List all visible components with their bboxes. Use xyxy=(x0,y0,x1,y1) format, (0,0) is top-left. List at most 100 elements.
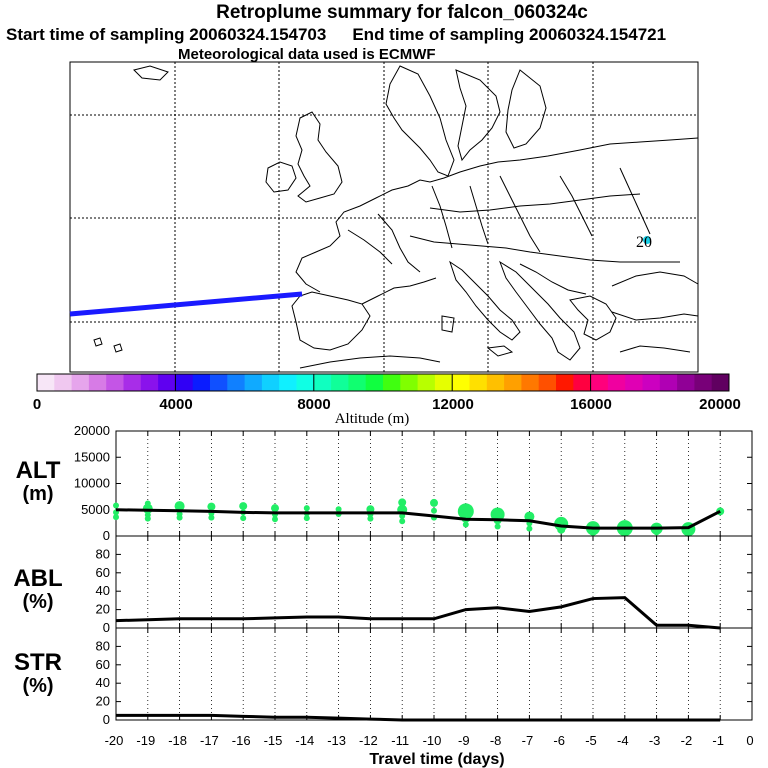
colorbar-swatch xyxy=(123,374,142,391)
y-tick-label: 60 xyxy=(96,657,110,672)
x-tick-label: -13 xyxy=(327,733,346,748)
colorbar-swatch xyxy=(261,374,280,391)
colorbar-swatch xyxy=(244,374,263,391)
x-tick-label: -8 xyxy=(490,733,502,748)
colorbar-swatch xyxy=(71,374,90,391)
colorbar-swatch xyxy=(694,374,713,391)
colorbar-swatch xyxy=(659,374,678,391)
y-tick-label: 15000 xyxy=(74,449,110,464)
colorbar-tick-5: 20000 xyxy=(699,396,741,413)
colorbar-swatch xyxy=(383,374,401,391)
colorbar-swatch xyxy=(158,374,176,391)
colorbar-swatch xyxy=(452,374,470,391)
x-tick-label: -17 xyxy=(200,733,219,748)
y-tick-label: 0 xyxy=(103,712,110,727)
altitude-scatter-point xyxy=(367,515,374,522)
altitude-scatter-point xyxy=(526,525,533,532)
y-tick-label: 5000 xyxy=(81,502,110,517)
altitude-scatter-point xyxy=(303,505,310,512)
colorbar-swatch xyxy=(296,374,315,391)
altitude-scatter-point xyxy=(207,502,216,511)
altitude-scatter-point xyxy=(239,502,248,511)
str-series-line xyxy=(116,713,721,722)
colorbar-swatch xyxy=(625,374,643,391)
x-tick-label: -2 xyxy=(681,733,693,748)
colorbar-tick-0: 0 xyxy=(33,396,41,413)
abl-panel-frame xyxy=(115,535,753,629)
colorbar-tick-3: 12000 xyxy=(432,396,474,413)
altitude-scatter-point xyxy=(176,514,183,521)
abl-panel: 0 20 40 60 80 xyxy=(96,535,753,635)
colorbar-swatch xyxy=(400,374,419,391)
altitude-scatter-point xyxy=(272,516,278,523)
x-tick-label: -10 xyxy=(423,733,442,748)
colorbar-label: Altitude (m) xyxy=(335,411,410,427)
x-tick-label: -20 xyxy=(105,733,124,748)
colorbar-tick-2: 8000 xyxy=(297,396,330,413)
altitude-scatter-point xyxy=(366,505,375,514)
x-tick-label: -18 xyxy=(168,733,187,748)
time-series-panels: 0 5000 10000 15000 20000 0 20 40 60 80 0 20 40 60 80 -2… xyxy=(74,423,754,748)
end-time-label: End time of sampling 20060324.154721 xyxy=(352,25,667,44)
altitude-scatter-point xyxy=(271,504,279,513)
alt-panel-label: ALT xyxy=(16,457,61,484)
altitude-scatter-point xyxy=(684,528,693,537)
colorbar-swatch xyxy=(486,374,505,391)
x-tick-label: -4 xyxy=(617,733,629,748)
y-tick-label: 0 xyxy=(103,620,110,635)
colorbar-swatch xyxy=(504,374,522,391)
altitude-scatter-point xyxy=(462,521,469,528)
sampling-location-label: 20 xyxy=(636,234,652,251)
abl-series-line xyxy=(115,596,721,630)
str-panel-frame xyxy=(115,627,753,721)
x-tick-labels: -20 -19 -18 -17 -16 -15 -14 -13 -12 -11 -10 -9 -8 -7-… xyxy=(105,733,754,748)
start-time-label: Start time of sampling 20060324.154703 xyxy=(6,25,327,44)
abl-y-ticks: 0 20 40 60 80 xyxy=(96,546,110,635)
altitude-scatter-point xyxy=(240,515,247,522)
colorbar-tick-labels: 0 4000 8000 12000 16000 20000 xyxy=(33,396,741,413)
altitude-scatter-point xyxy=(653,529,660,536)
map-frame xyxy=(69,61,699,373)
x-tick-label: -5 xyxy=(585,733,597,748)
colorbar-swatch xyxy=(521,374,540,391)
altitude-scatter-point xyxy=(335,506,342,513)
colorbar-swatch xyxy=(538,374,557,391)
x-tick-label: -15 xyxy=(264,733,283,748)
y-tick-label: 0 xyxy=(103,528,110,543)
str-panel-unit: (%) xyxy=(22,675,53,697)
x-tick-label: -16 xyxy=(232,733,251,748)
colorbar-swatch xyxy=(642,374,661,391)
altitude-scatter-point xyxy=(494,523,501,530)
colorbar-swatch xyxy=(88,374,107,391)
str-panel-label: STR xyxy=(14,649,62,676)
x-tick-label: -1 xyxy=(712,733,724,748)
alt-series-line xyxy=(115,508,721,530)
altitude-scatter-point xyxy=(303,515,310,522)
colorbar-swatch xyxy=(434,374,453,391)
y-tick-label: 60 xyxy=(96,565,110,580)
met-data-label: Meteorological data used is ECMWF xyxy=(178,46,436,63)
x-axis-label: Travel time (days) xyxy=(369,751,504,768)
alt-y-ticks: 0 5000 10000 15000 20000 xyxy=(74,423,110,543)
x-tick-label: -19 xyxy=(136,733,155,748)
colorbar-swatch xyxy=(607,374,626,391)
colorbar-swatch xyxy=(175,374,194,391)
colorbar-swatch xyxy=(331,374,349,391)
colorbar-swatch xyxy=(140,374,159,391)
altitude-colorbar xyxy=(36,373,730,392)
colorbar-swatch xyxy=(469,374,488,391)
altitude-scatter-point xyxy=(144,515,151,522)
colorbar-swatch xyxy=(192,374,211,391)
altitude-scatter-point xyxy=(431,507,437,514)
colorbar-swatch xyxy=(417,374,436,391)
map-gridlines xyxy=(70,62,698,372)
colorbar-swatch xyxy=(590,374,609,391)
y-tick-label: 20 xyxy=(96,602,110,617)
x-tick-label: -9 xyxy=(458,733,470,748)
altitude-scatter-point xyxy=(589,527,597,536)
altitude-scatter-point xyxy=(490,507,505,522)
x-tick-label: -3 xyxy=(649,733,661,748)
x-tick-label: -7 xyxy=(522,733,534,748)
trajectory-line xyxy=(69,291,303,317)
